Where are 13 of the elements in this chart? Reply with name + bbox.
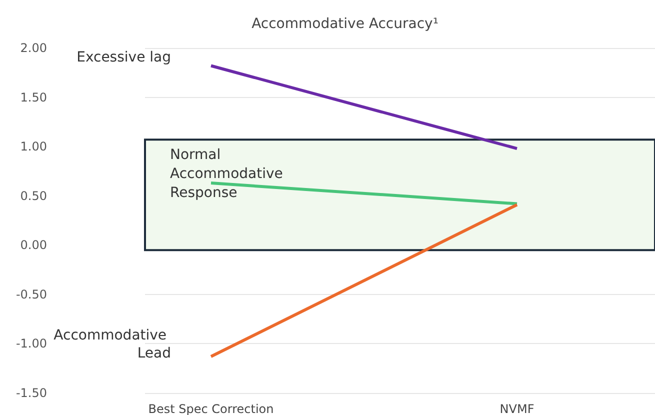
y-tick-label: 1.00 <box>20 140 47 154</box>
text: Accommodative Lead <box>54 328 172 362</box>
y-tick-label: -1.50 <box>16 386 47 400</box>
y-tick-label: 1.50 <box>20 90 47 104</box>
y-tick-label: -0.50 <box>16 287 47 302</box>
x-tick-label: NVMF <box>500 402 534 415</box>
y-tick-label: 0.50 <box>20 188 47 203</box>
chart-title: Accommodative Accuracy¹ <box>252 16 438 32</box>
y-tick-label: 2.00 <box>20 41 47 55</box>
band-label: Normal Accommodative Response <box>170 147 288 202</box>
text: Excessive lag <box>76 50 172 66</box>
y-tick-label: -1.00 <box>16 336 47 351</box>
y-tick-label: 0.00 <box>20 238 47 252</box>
